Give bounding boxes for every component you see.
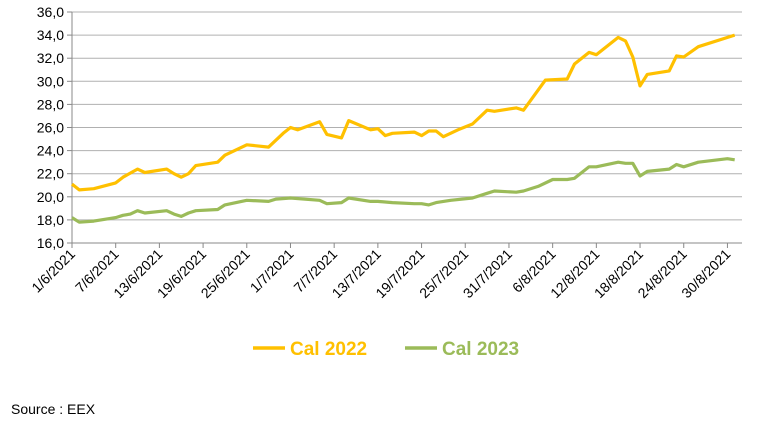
source-note: Source : EEX [11, 401, 96, 417]
y-tick-label: 22,0 [37, 166, 64, 182]
y-tick-label: 32,0 [37, 50, 64, 66]
legend-label-2: Cal 2023 [442, 339, 519, 360]
x-axis-ticks: 1/6/20217/6/202113/6/202119/6/202125/6/2… [28, 243, 734, 301]
line-chart: 16,0 18,0 20,0 22,0 24,0 26,0 28,0 30,0 32,0 34,0… [28, 4, 742, 360]
x-tick-label: 1/7/2021 [247, 246, 297, 296]
y-tick-label: 36,0 [37, 4, 64, 20]
axes [71, 12, 742, 244]
legend: Cal 2022 Cal 2023 [253, 339, 519, 360]
y-axis-tick-labels: 16,0 18,0 20,0 22,0 24,0 26,0 28,0 30,0 32,0 34,0… [37, 4, 72, 251]
x-tick-label: 1/6/2021 [28, 246, 78, 296]
series-lines [71, 33, 736, 224]
series-line-2 [71, 157, 735, 224]
y-tick-label: 20,0 [37, 189, 64, 205]
y-tick-label: 30,0 [37, 73, 64, 89]
y-tick-label: 16,0 [37, 235, 64, 251]
series-line-1 [71, 33, 736, 192]
y-tick-label: 18,0 [37, 212, 64, 228]
y-tick-label: 24,0 [37, 143, 64, 159]
y-tick-label: 26,0 [37, 120, 64, 136]
y-tick-label: 34,0 [37, 27, 64, 43]
legend-label-1: Cal 2022 [290, 339, 367, 360]
y-tick-label: 28,0 [37, 96, 64, 112]
gridlines [72, 11, 742, 244]
